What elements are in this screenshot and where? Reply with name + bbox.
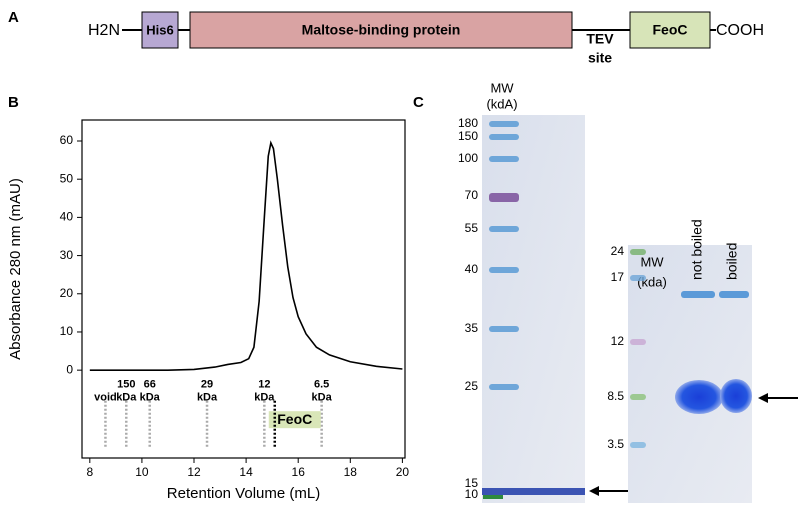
ladder-label: 24	[611, 244, 625, 258]
gel-band	[720, 379, 752, 413]
panel-label: C	[413, 94, 424, 111]
ladder-band	[630, 394, 646, 400]
c-terminus: COOH	[716, 22, 764, 39]
ladder-label: 100	[458, 151, 478, 165]
his-label: His6	[146, 22, 173, 37]
ladder-label: 40	[465, 262, 479, 276]
tev-label: site	[588, 50, 612, 66]
mw-label: (kdA)	[486, 96, 517, 111]
ladder-band	[489, 267, 519, 273]
ladder-band	[630, 442, 646, 448]
arrow-head	[589, 486, 599, 496]
standard-label: kDa	[140, 391, 161, 403]
ladder-band	[489, 134, 519, 140]
ladder-band	[630, 249, 646, 255]
y-tick-label: 40	[60, 210, 74, 224]
mw-label: MW	[490, 80, 514, 95]
x-tick-label: 10	[135, 465, 149, 479]
x-tick-label: 20	[396, 465, 410, 479]
panel-label: A	[8, 9, 19, 26]
ladder-label: 70	[465, 188, 479, 202]
ladder-label: 150	[458, 129, 478, 143]
ladder-label: 35	[465, 321, 479, 335]
standard-label: kDa	[254, 391, 275, 403]
gel-band	[482, 488, 585, 495]
y-tick-label: 0	[66, 362, 73, 376]
gel-band	[675, 380, 723, 414]
ladder-band	[489, 156, 519, 162]
standard-label: kDa	[312, 391, 333, 403]
gel-band	[719, 291, 749, 298]
his-tag	[141, 11, 179, 49]
chromatogram-line	[89, 140, 403, 371]
standard-label: 66	[144, 378, 156, 390]
standard-label: 12	[258, 378, 270, 390]
ladder-label: 3.5	[607, 437, 624, 451]
gel-band	[681, 291, 715, 298]
y-tick-label: 50	[60, 171, 74, 185]
n-terminus: H2N	[88, 22, 120, 39]
ladder-label: 8.5	[607, 389, 624, 403]
x-tick-label: 18	[344, 465, 358, 479]
x-tick-label: 14	[239, 465, 253, 479]
standard-label: void	[94, 391, 117, 403]
standard-label: 6.5	[314, 378, 329, 390]
x-axis-label: Retention Volume (mL)	[167, 485, 320, 502]
ladder-band	[489, 226, 519, 232]
x-tick-label: 8	[86, 465, 93, 479]
ladder-label: 12	[611, 334, 625, 348]
ladder-label: 15	[465, 476, 479, 490]
tev-label: TEV	[586, 31, 614, 47]
panel-label: B	[8, 94, 19, 111]
standard-label: 150	[117, 378, 135, 390]
ladder-band	[630, 339, 646, 345]
y-tick-label: 10	[60, 324, 74, 338]
ladder-label: 10	[465, 487, 479, 501]
plot-frame	[81, 119, 406, 459]
y-tick-label: 60	[60, 133, 74, 147]
gel-image	[482, 115, 585, 503]
y-axis-label: Absorbance 280 nm (mAU)	[7, 178, 24, 360]
ladder-band	[489, 384, 519, 390]
mw-label: MW	[640, 254, 664, 269]
feoc-domain	[629, 11, 711, 49]
ladder-label: 25	[465, 379, 479, 393]
mbp-domain	[189, 11, 573, 49]
sample-label: FeoC	[277, 411, 312, 427]
ladder-label: 17	[611, 270, 625, 284]
x-tick-label: 12	[187, 465, 201, 479]
mbp-label: Maltose-binding protein	[302, 22, 461, 38]
lane-label: not boiled	[689, 219, 705, 280]
gel-band	[483, 495, 503, 499]
sample-box	[268, 411, 321, 429]
standard-label: kDa	[197, 391, 218, 403]
feoc-label: FeoC	[653, 22, 688, 38]
arrow-head	[758, 393, 768, 403]
lane-label: boiled	[724, 243, 740, 280]
standard-label: 29	[201, 378, 213, 390]
ladder-label: 180	[458, 116, 478, 130]
ladder-band	[489, 326, 519, 332]
ladder-band	[630, 275, 646, 281]
gel-image	[628, 245, 752, 503]
y-tick-label: 20	[60, 286, 74, 300]
ladder-label: 55	[465, 221, 479, 235]
x-tick-label: 16	[292, 465, 306, 479]
ladder-band	[489, 193, 519, 202]
ladder-band	[489, 121, 519, 127]
standard-label: kDa	[116, 391, 137, 403]
y-tick-label: 30	[60, 248, 74, 262]
